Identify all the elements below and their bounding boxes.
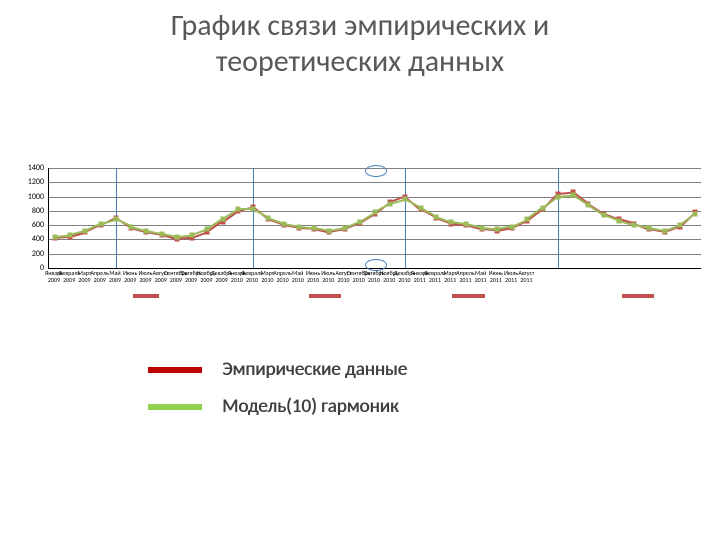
series-model-point [98, 221, 103, 226]
series-model-point [68, 233, 73, 238]
series-model-point [647, 226, 652, 231]
gridline [49, 239, 701, 240]
under-mark [133, 294, 159, 298]
series-model-point [235, 207, 240, 212]
legend-label-model: Модель(10) гармоник [222, 395, 399, 418]
legend-row-empirical: Эмпирические данные [148, 358, 407, 381]
y-axis-label: 1000 [28, 192, 44, 202]
legend-label-empirical: Эмпирические данные [222, 358, 407, 381]
legend-swatch-model [148, 404, 202, 410]
series-model-point [632, 223, 637, 228]
legend-row-model: Модель(10) гармоник [148, 395, 407, 418]
series-model-point [555, 194, 560, 199]
series-model-point [342, 226, 347, 231]
series-model-point [205, 227, 210, 232]
series-model-point [494, 227, 499, 232]
series-model-point [53, 234, 58, 239]
series-model-point [327, 228, 332, 233]
series-model-point [464, 222, 469, 227]
series-model-point [357, 219, 362, 224]
under-mark [622, 294, 655, 298]
y-axis-label: 600 [32, 220, 44, 230]
series-model-point [190, 233, 195, 238]
series-model-point [616, 218, 621, 223]
title-line-2: теоретических данных [216, 43, 504, 80]
under-mark [309, 294, 342, 298]
series-model-point [586, 203, 591, 208]
title-line-1: График связи эмпирических и [171, 7, 549, 44]
series-model-point [540, 206, 545, 211]
reference-vline [558, 168, 559, 268]
series-model-point [510, 224, 515, 229]
reference-vline [405, 168, 406, 268]
under-marks [48, 294, 700, 300]
legend-swatch-empirical [148, 367, 202, 373]
series-model-point [479, 226, 484, 231]
under-mark [452, 294, 485, 298]
series-model-point [693, 211, 698, 216]
series-model-point [601, 213, 606, 218]
plot-area [48, 168, 701, 269]
series-model-point [129, 224, 134, 229]
y-axis-label: 1200 [28, 177, 44, 187]
series-model-point [449, 220, 454, 225]
gridline [49, 197, 701, 198]
series-model-point [373, 210, 378, 215]
series-model-point [403, 197, 408, 202]
series-model-point [144, 228, 149, 233]
page-title: График связи эмпирических и теоретически… [0, 0, 720, 80]
series-model-point [418, 206, 423, 211]
series-model-point [251, 207, 256, 212]
y-axis-label: 1400 [28, 163, 44, 173]
series-model-point [159, 231, 164, 236]
series-model-point [525, 217, 530, 222]
series-model-point [677, 223, 682, 228]
y-axis-label: 400 [32, 234, 44, 244]
chart: 0200400600800100012001400Январь2009Февра… [20, 168, 700, 308]
y-axis-label: 800 [32, 206, 44, 216]
series-model-point [296, 224, 301, 229]
series-model-point [662, 228, 667, 233]
x-axis-label: Август2011 [514, 270, 538, 283]
series-model-point [281, 221, 286, 226]
series-model-point [266, 216, 271, 221]
series-model-point [220, 217, 225, 222]
series-model-point [83, 228, 88, 233]
series-model-point [388, 201, 393, 206]
gridline [49, 225, 701, 226]
y-axis-label: 200 [32, 249, 44, 259]
series-model-point [113, 217, 118, 222]
legend: Эмпирические данные Модель(10) гармоник [148, 358, 407, 432]
series-model-point [174, 234, 179, 239]
reference-vline [253, 168, 254, 268]
series-model-point [571, 193, 576, 198]
gridline [49, 254, 701, 255]
series-model-point [312, 226, 317, 231]
series-model-point [433, 214, 438, 219]
annotation-oval [365, 165, 387, 177]
gridline [49, 182, 701, 183]
